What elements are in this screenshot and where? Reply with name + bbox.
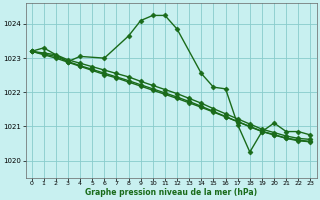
X-axis label: Graphe pression niveau de la mer (hPa): Graphe pression niveau de la mer (hPa) xyxy=(85,188,257,197)
